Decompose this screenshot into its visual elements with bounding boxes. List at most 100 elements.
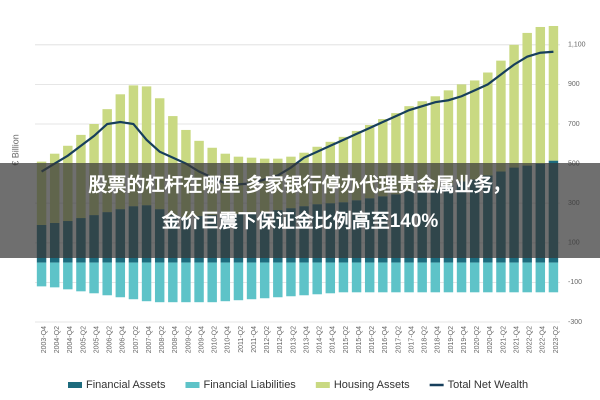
bar <box>430 96 441 190</box>
x-tick-label: 2011-Q4 <box>251 326 258 353</box>
bar <box>325 262 336 294</box>
x-tick-label: 2016-Q4 <box>382 326 389 353</box>
bar <box>351 262 362 293</box>
bar <box>496 60 506 172</box>
bar <box>207 262 217 303</box>
x-tick-label: 2004-Q2 <box>54 326 61 353</box>
bar <box>404 106 414 192</box>
bar <box>404 262 414 293</box>
bar <box>273 262 283 298</box>
x-tick-label: 2017-Q4 <box>408 326 415 353</box>
bar <box>102 109 112 213</box>
bar <box>469 262 480 293</box>
bar <box>378 119 388 197</box>
bar <box>115 94 126 210</box>
x-tick-label: 2008-Q2 <box>159 326 166 353</box>
bar <box>312 262 322 295</box>
x-tick-label: 2015-Q2 <box>343 326 350 353</box>
bar <box>456 84 467 182</box>
bar <box>141 262 152 302</box>
bar <box>286 262 296 297</box>
x-tick-label: 2009-Q4 <box>198 326 205 353</box>
legend-swatch <box>185 382 200 388</box>
bar <box>509 262 519 293</box>
bar <box>259 262 270 299</box>
x-tick-label: 2005-Q2 <box>80 326 87 353</box>
x-tick-label: 2011-Q2 <box>238 326 245 353</box>
line <box>40 50 554 186</box>
bar <box>220 262 231 302</box>
y-tick-label: 900 <box>568 81 580 88</box>
legend-label: Housing Assets <box>334 379 410 391</box>
bar <box>233 262 244 301</box>
bar <box>364 124 375 199</box>
x-tick-label: 2020-Q2 <box>474 326 481 353</box>
y-tick-label: 700 <box>568 121 580 128</box>
x-tick-label: 2008-Q4 <box>172 326 179 353</box>
x-tick-label: 2023-Q2 <box>553 326 560 353</box>
x-tick-label: 2015-Q4 <box>356 326 363 353</box>
x-tick-label: 2022-Q4 <box>540 326 547 353</box>
legend-label: Financial Liabilities <box>203 379 296 391</box>
x-tick-label: 2014-Q2 <box>317 326 324 353</box>
x-tick-label: 2013-Q4 <box>303 326 310 353</box>
bar <box>181 262 191 303</box>
legend-swatch <box>315 382 330 388</box>
bar <box>522 262 532 293</box>
y-tick-label: -300 <box>568 319 582 326</box>
bar <box>430 262 441 293</box>
bar <box>417 262 427 293</box>
x-tick-label: 2014-Q4 <box>330 326 337 353</box>
overlay-banner <box>0 163 600 258</box>
bar <box>76 262 86 292</box>
overlay-text: 金价巨震下保证金比例高至140% <box>161 209 439 232</box>
bar <box>128 85 139 207</box>
bar <box>522 32 532 166</box>
x-tick-label: 2007-Q2 <box>133 326 140 353</box>
x-tick-label: 2018-Q2 <box>422 326 429 353</box>
x-tick-label: 2021-Q4 <box>513 326 520 353</box>
bar <box>509 44 519 168</box>
y-axis-label: € Billion <box>10 134 20 166</box>
bar <box>483 72 493 176</box>
bar <box>535 26 546 164</box>
x-tick-label: 2012-Q4 <box>277 326 284 353</box>
bar <box>338 262 349 293</box>
bar <box>443 262 454 293</box>
y-tick-label: -100 <box>568 279 582 286</box>
bar <box>89 262 99 294</box>
bar <box>141 86 152 206</box>
bar <box>456 262 467 293</box>
x-tick-label: 2010-Q4 <box>225 326 232 353</box>
bar <box>128 262 139 300</box>
x-tick-label: 2018-Q4 <box>435 326 442 353</box>
bar <box>535 262 546 293</box>
bar <box>391 113 401 195</box>
x-tick-label: 2020-Q4 <box>487 326 494 353</box>
x-tick-label: 2006-Q4 <box>120 326 127 353</box>
x-tick-label: 2013-Q2 <box>290 326 297 353</box>
bar <box>391 262 401 293</box>
bar <box>102 262 112 296</box>
x-tick-label: 2022-Q2 <box>527 326 534 353</box>
bar <box>168 262 178 303</box>
bar <box>443 90 454 186</box>
bar <box>469 80 480 180</box>
bar <box>246 262 257 300</box>
bar <box>548 25 559 161</box>
bar <box>417 101 427 191</box>
x-tick-label: 2004-Q4 <box>67 326 74 353</box>
bar <box>378 262 388 293</box>
legend-label: Total Net Wealth <box>448 379 529 391</box>
bar <box>194 262 204 303</box>
bar <box>154 262 165 303</box>
bar <box>154 98 165 210</box>
x-tick-label: 2005-Q4 <box>93 326 100 353</box>
y-tick-label: 1,100 <box>568 42 586 49</box>
x-tick-label: 2010-Q2 <box>212 326 219 353</box>
bar <box>36 262 47 287</box>
bar <box>548 262 559 293</box>
x-tick-label: 2012-Q2 <box>264 326 271 353</box>
x-tick-label: 2009-Q2 <box>185 326 192 353</box>
